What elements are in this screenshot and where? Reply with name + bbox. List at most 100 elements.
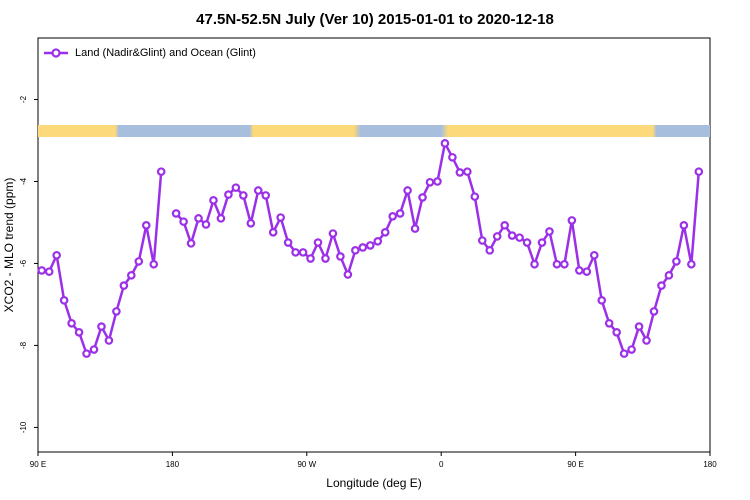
x-axis-label: Longitude (deg E) (326, 476, 421, 490)
data-point (373, 237, 383, 246)
data-point (365, 241, 375, 250)
data-point (253, 186, 263, 195)
data-point (515, 233, 524, 242)
data-point (127, 271, 136, 280)
data-point (171, 209, 181, 218)
legend-label: Land (Nadir&Glint) and Ocean (Glint) (75, 47, 256, 59)
data-point (268, 227, 278, 237)
data-point (604, 318, 614, 328)
data-point (134, 257, 144, 266)
y-axis-label: XCO2 - MLO trend (ppm) (2, 178, 16, 313)
data-point (575, 266, 584, 275)
data-point (201, 220, 211, 229)
data-point (537, 238, 547, 247)
x-tick-label: 180 (703, 460, 717, 469)
data-point (276, 213, 285, 222)
data-point (672, 257, 681, 266)
data-point (351, 246, 360, 255)
data-point (403, 186, 412, 195)
data-point (642, 336, 651, 345)
data-point (507, 231, 517, 240)
data-point (74, 328, 84, 337)
y-tick-label: -8 (19, 341, 28, 349)
data-point (112, 307, 121, 316)
data-point (306, 254, 315, 263)
data-point (619, 349, 629, 358)
data-point (194, 214, 203, 223)
data-point (522, 238, 532, 247)
data-point (141, 221, 151, 230)
x-tick-label: 90 E (30, 460, 46, 469)
data-point (410, 224, 420, 233)
data-point (694, 167, 704, 176)
x-tick-label: 90 W (297, 460, 316, 469)
data-point (298, 248, 308, 257)
data-point (395, 209, 405, 218)
data-point (104, 336, 114, 345)
data-point (612, 328, 621, 337)
data-point (500, 221, 509, 230)
data-point (418, 193, 427, 202)
data-point (67, 318, 76, 328)
data-point (552, 259, 562, 269)
legend-marker (51, 48, 61, 58)
data-point (328, 229, 338, 238)
y-tick-label: -6 (19, 259, 28, 267)
data-point (589, 250, 599, 260)
data-point (119, 281, 129, 290)
data-point (231, 183, 241, 192)
data-point (664, 271, 674, 280)
data-point (492, 232, 502, 241)
series-line (175, 139, 701, 356)
data-point (545, 227, 554, 236)
data-point (283, 238, 293, 247)
data-point (567, 216, 577, 225)
data-point (82, 349, 91, 358)
chart-title: 47.5N-52.5N July (Ver 10) 2015-01-01 to … (196, 11, 554, 28)
data-point (156, 167, 166, 176)
data-point (560, 259, 569, 269)
y-tick-label: -4 (19, 177, 28, 185)
data-point (343, 270, 353, 279)
data-point (358, 243, 368, 252)
data-point (336, 252, 345, 261)
y-tick-label: -10 (19, 421, 28, 433)
data-point (530, 259, 539, 269)
data-point (209, 196, 218, 205)
data-point (186, 239, 196, 248)
data-point (149, 259, 159, 269)
x-tick-label: 90 E (567, 460, 583, 469)
data-point (44, 267, 54, 276)
x-tick-label: 0 (439, 460, 444, 469)
data-point (380, 227, 390, 237)
data-point (470, 192, 480, 201)
x-tick-label: 180 (166, 460, 180, 469)
data-point (649, 307, 659, 316)
data-point (313, 238, 323, 247)
data-point (582, 267, 592, 276)
data-point (679, 221, 689, 230)
data-point (239, 191, 248, 200)
data-point (179, 217, 188, 226)
data-point (97, 322, 106, 331)
data-point (291, 248, 300, 257)
data-point (261, 191, 271, 200)
data-point (485, 246, 495, 255)
data-point (657, 281, 666, 290)
data-point (448, 152, 457, 162)
legend (39, 39, 309, 67)
data-point (89, 345, 99, 354)
data-point (433, 177, 442, 186)
data-point (687, 259, 696, 269)
data-point (37, 266, 47, 275)
data-point (627, 345, 636, 354)
data-point (321, 254, 330, 263)
data-point (52, 250, 61, 260)
data-point (246, 218, 256, 228)
data-point (440, 139, 450, 148)
land-ocean-band (38, 125, 710, 137)
plot-frame (37, 37, 711, 453)
y-tick-label: -2 (19, 95, 28, 103)
data-point (634, 322, 644, 331)
